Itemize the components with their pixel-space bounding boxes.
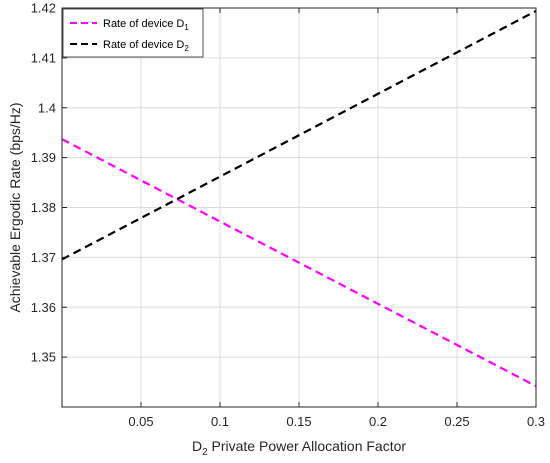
y-tick-label: 1.38: [31, 200, 56, 215]
x-tick-label: 0.25: [444, 414, 469, 429]
legend-box: [62, 8, 204, 58]
y-tick-label: 1.42: [31, 1, 56, 16]
legend: Rate of device D1 Rate of device D2: [62, 8, 204, 58]
series-line-2: [61, 10, 537, 261]
x-axis-label: D2 Private Power Allocation Factor: [192, 438, 406, 458]
y-tick-label: 1.41: [31, 50, 56, 65]
series-lines: [61, 10, 537, 388]
legend-entry-d1: Rate of device D1: [103, 18, 189, 32]
x-tick-label: 0.2: [369, 414, 387, 429]
y-tick-label: 1.35: [31, 350, 56, 365]
y-tick-label: 1.4: [38, 100, 56, 115]
x-tick-label: 0.05: [128, 414, 153, 429]
y-tick-label: 1.36: [31, 300, 56, 315]
y-tick-labels: 1.35 1.36 1.37 1.38 1.39 1.4 1.41 1.42: [31, 1, 56, 365]
legend-entry-d2: Rate of device D2: [103, 39, 189, 53]
y-tick-label: 1.39: [31, 150, 56, 165]
axis-ticks: [62, 7, 537, 407]
y-tick-label: 1.37: [31, 250, 56, 265]
grid: [62, 7, 537, 407]
x-tick-label: 0.1: [211, 414, 229, 429]
y-axis-label: Achievable Ergodic Rate (bps/Hz): [7, 102, 23, 312]
x-tick-label: 0.15: [286, 414, 311, 429]
series-line-1: [61, 138, 537, 388]
x-tick-label: 0.3: [527, 414, 545, 429]
x-tick-labels: 0.05 0.1 0.15 0.2 0.25 0.3: [128, 414, 545, 429]
